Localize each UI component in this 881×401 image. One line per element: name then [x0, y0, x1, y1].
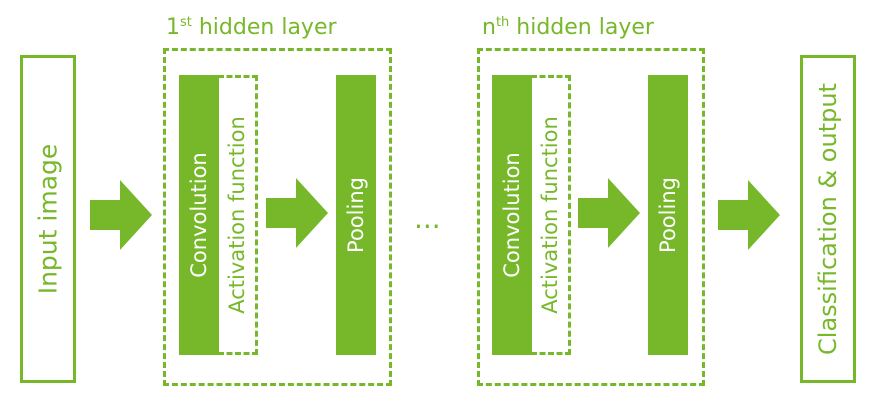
layer-1-title-sup: st	[180, 15, 192, 30]
layer-1-title-rest: hidden layer	[191, 15, 337, 40]
layer-n-dashed-frame	[477, 48, 705, 386]
layer-n-activation-label: Activation function	[537, 116, 562, 314]
layer-n-title-sup: th	[495, 15, 510, 30]
layer-1-activation-block: Activation function	[218, 75, 258, 355]
layer-n-pooling-label: Pooling	[656, 177, 680, 253]
output-label: Classification & output	[814, 83, 842, 355]
arrow-right-icon	[578, 178, 640, 248]
layer-1-title-prefix: 1	[166, 15, 180, 40]
ellipsis: ...	[414, 202, 441, 235]
layer-n-activation-block: Activation function	[531, 75, 571, 355]
arrow-right-icon	[266, 178, 328, 248]
layer-n-convolution-block: Convolution	[492, 75, 532, 355]
layer-1-pooling-block: Pooling	[336, 75, 376, 355]
arrow-right-icon	[718, 180, 780, 250]
layer-n-pooling-block: Pooling	[648, 75, 688, 355]
input-image-label: Input image	[33, 143, 63, 295]
layer-n-title-rest: hidden layer	[509, 15, 654, 40]
input-image-box: Input image	[20, 55, 76, 383]
arrow-right-icon	[90, 180, 152, 250]
layer-1-activation-label: Activation function	[224, 116, 249, 314]
layer-1-title: 1st hidden layer	[166, 15, 337, 40]
layer-n-title-prefix: n	[482, 15, 496, 40]
layer-1-convolution-label: Convolution	[187, 152, 211, 278]
layer-1-convolution-block: Convolution	[179, 75, 219, 355]
layer-1-pooling-label: Pooling	[344, 177, 368, 253]
layer-n-title: nth hidden layer	[482, 15, 654, 40]
layer-n-convolution-label: Convolution	[500, 152, 524, 278]
layer-1-dashed-frame	[163, 48, 392, 386]
output-box: Classification & output	[800, 55, 856, 383]
